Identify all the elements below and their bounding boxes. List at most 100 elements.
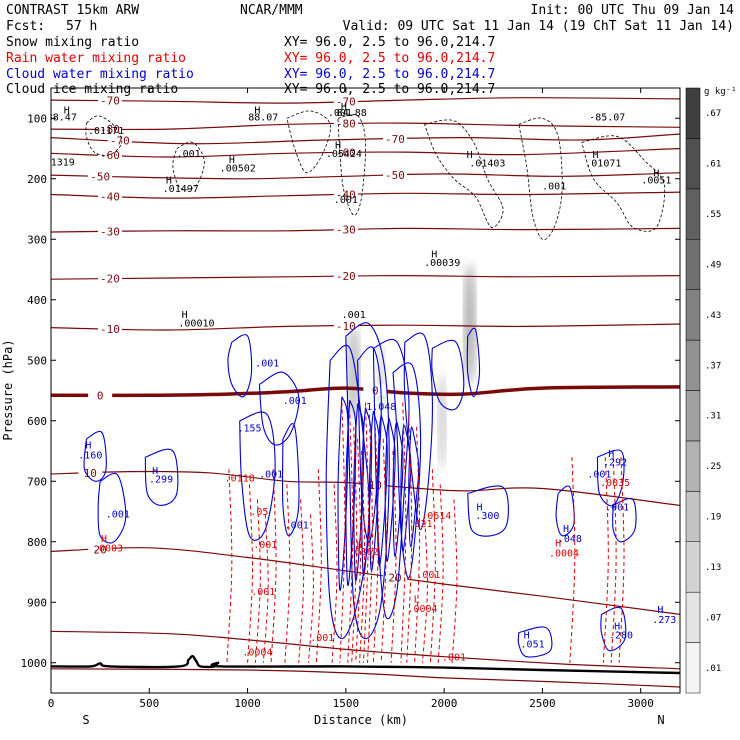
colorbar-tick-label: .67 [705, 109, 721, 119]
cloud-water-contour-15 [467, 485, 509, 537]
temperature-line-7 [51, 274, 680, 280]
legend-cloud-water-xy: XY= 96.0, 2.5 to 96.0,214.7 [284, 67, 495, 82]
cloud-water-contour-13 [431, 339, 465, 411]
colorbar-segment [685, 390, 701, 442]
contour-extremum-label: H [563, 524, 569, 535]
colorbar-segment [685, 138, 701, 190]
cloud-water-core-6 [384, 418, 396, 562]
contour-extremum-label: .001 [334, 195, 358, 206]
contour-extremum-label: H [657, 605, 663, 616]
cloud-water-core-0 [337, 396, 349, 591]
rain-water-contours [226, 402, 625, 663]
temperature-label: -60 [100, 149, 120, 162]
y-tick-label: 700 [27, 475, 47, 488]
contour-extremum-label: 84.88 [337, 108, 367, 119]
temperature-label: -10 [336, 320, 356, 333]
temperature-label-bg [97, 225, 122, 237]
rain-contour-23 [422, 514, 428, 663]
contour-extremum-label: .0003 [93, 543, 123, 554]
temperature-label: 0 [97, 389, 104, 402]
contour-extremum-label: 88.47 [47, 113, 77, 124]
rain-contour-3 [262, 514, 269, 663]
rain-contour-30 [618, 457, 625, 663]
cloud-ice-contour-1 [172, 141, 205, 191]
temperature-label: -70 [336, 96, 356, 109]
rain-contour-15 [363, 402, 369, 663]
legend-rain: Rain water mixing ratio [6, 51, 186, 66]
rain-contour-0 [226, 469, 233, 663]
contour-extremum-label: .001 [342, 310, 366, 321]
colorbar-tick-label: .31 [705, 412, 721, 422]
legend-snow: Snow mixing ratio [6, 35, 139, 50]
rain-contour-18 [380, 438, 387, 663]
snow-shading-layer [347, 263, 476, 470]
colorbar-tick-label: .37 [705, 361, 721, 371]
contour-extremum-label: .051 [521, 640, 545, 651]
contour-extremum-label: H [166, 176, 172, 187]
contour-extremum-label: .001 [328, 108, 352, 119]
contour-extremum-label: .01171 [88, 126, 124, 137]
temperature-label: -80 [336, 118, 356, 131]
legend-cloud-water: Cloud water mixing ratio [6, 67, 194, 82]
rain-contour-20 [400, 402, 407, 663]
temperature-label-bg [88, 389, 113, 401]
contour-extremum-label: .05424 [326, 149, 362, 160]
temperature-line-12 [51, 630, 680, 670]
contour-extremum-label: .001 [416, 570, 440, 581]
cloud-water-contour-8 [345, 322, 390, 640]
y-tick-label: 800 [27, 536, 47, 549]
x-end-label-south: S [82, 713, 89, 727]
rain-contour-10 [339, 402, 346, 663]
rain-contour-11 [347, 414, 354, 663]
temperature-label-bg [382, 571, 407, 583]
contour-extremum-label: H [64, 105, 70, 116]
cloud-water-contour-5 [144, 448, 179, 506]
temperature-label: -10 [100, 323, 120, 336]
colorbar-tick-label: .07 [705, 613, 721, 623]
x-tick-label: 1500 [333, 697, 360, 710]
rain-contour-2 [254, 499, 261, 663]
contour-extremum-label: .273 [652, 615, 676, 626]
temperature-label-bg [97, 190, 122, 202]
colorbar-tick-label: .13 [705, 563, 721, 573]
temperature-label: 20 [94, 544, 107, 557]
cloud-ice-contour-5 [518, 117, 563, 241]
rain-contour-19 [390, 450, 397, 663]
terrain-surface [51, 654, 680, 675]
rain-contour-29 [610, 457, 617, 663]
colorbar-tick-label: .01 [705, 664, 721, 674]
temperature-label-bg [97, 322, 122, 334]
contour-extremum-label: .00039 [424, 258, 460, 269]
rain-contour-27 [569, 457, 576, 663]
contour-extremum-label: H [152, 466, 158, 477]
colorbar-tick-label: .55 [705, 210, 721, 220]
temperature-label-bg [363, 384, 388, 396]
cloud-water-core-7 [392, 421, 404, 557]
temperature-line-8 [51, 323, 680, 331]
cloud-ice-contour-2 [286, 110, 331, 174]
x-tick-label: 0 [48, 697, 55, 710]
temperature-line-1 [51, 122, 680, 131]
cloud-water-contour-6 [97, 472, 127, 544]
plot-frame [50, 87, 681, 694]
temperature-line-0 [51, 97, 680, 104]
rain-contour-26 [451, 499, 458, 663]
cloud-ice-contour-6 [581, 135, 666, 232]
x-axis-label: Distance (km) [314, 713, 408, 727]
cloud-ice-contour-4 [424, 119, 504, 228]
temperature-label: -20 [336, 270, 356, 283]
init-time: Init: 00 UTC Thu 09 Jan 14 [531, 3, 735, 18]
colorbar-segment [685, 541, 701, 593]
contour-extremum-label: H [467, 150, 473, 161]
contour-extremum-label: .05 [250, 507, 268, 518]
cloud-water-contour-0 [227, 334, 253, 398]
x-end-label-north: N [657, 713, 664, 727]
cloud-ice-contour-0 [85, 115, 123, 156]
cloud-water-contour-19 [517, 626, 553, 658]
temperature-label-bg [333, 146, 358, 158]
temperature-line-4 [51, 172, 680, 180]
contour-extremum-label: .001 [605, 502, 629, 513]
temperature-label-bg [97, 272, 122, 284]
colorbar: .67 .61 .55 .49 .43 .37 .31 .25 .19 .13 .07 .01 [685, 87, 721, 694]
